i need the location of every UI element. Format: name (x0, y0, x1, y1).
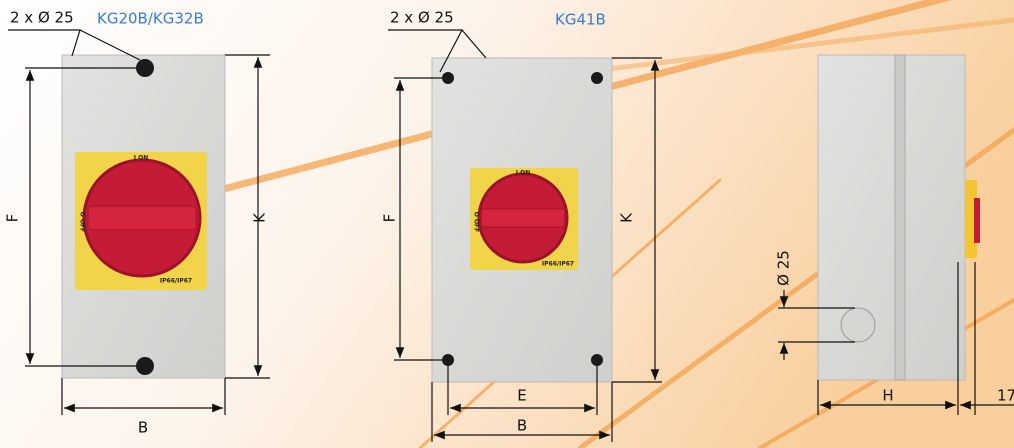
on-label: I ON (516, 170, 530, 177)
h-label: H (882, 387, 893, 405)
model-label: KG20B/KG32B (97, 10, 204, 28)
rating-label: IP66/IP67 (542, 261, 574, 268)
k-label: K (251, 212, 269, 223)
off-label: O OFF (473, 212, 480, 233)
hole-label: 2 x Ø 25 (10, 9, 74, 27)
view-kg20b: I ON O OFF IP66/IP67 2 x Ø 25 KG20B/KG32… (4, 9, 270, 437)
hole-label: 2 x Ø 25 (390, 9, 454, 27)
leader (388, 29, 487, 73)
cable-entry (840, 307, 876, 343)
on-label: I ON (134, 155, 148, 162)
hole (442, 72, 454, 84)
rating-label: IP66/IP67 (160, 278, 192, 285)
knob-handle (87, 205, 197, 231)
view-side: Ø 25 H 17 (775, 54, 1014, 415)
extension-lines (778, 262, 976, 415)
model-label: KG41B (555, 11, 606, 29)
knob-handle (480, 208, 566, 228)
k-label: K (618, 212, 636, 223)
f-label: F (381, 214, 399, 223)
view-kg41b: I ON O OFF IP66/IP67 2 x Ø 25 KG41B F K … (381, 9, 662, 442)
off-label: O OFF (79, 212, 86, 233)
knob-side (974, 198, 980, 243)
b-label: B (517, 417, 527, 435)
extension-lines (25, 54, 270, 415)
handle-label: 17 (997, 387, 1014, 405)
f-label: F (4, 214, 22, 223)
hole-label: Ø 25 (775, 250, 793, 286)
hole (591, 354, 603, 366)
seam (894, 54, 906, 381)
extension-lines (394, 57, 662, 442)
hole (136, 59, 154, 77)
hole (136, 357, 154, 375)
enclosure (817, 54, 966, 381)
hole (442, 354, 454, 366)
b-label: B (138, 419, 148, 437)
e-label: E (517, 387, 526, 405)
hole (591, 72, 603, 84)
leader (8, 29, 141, 61)
